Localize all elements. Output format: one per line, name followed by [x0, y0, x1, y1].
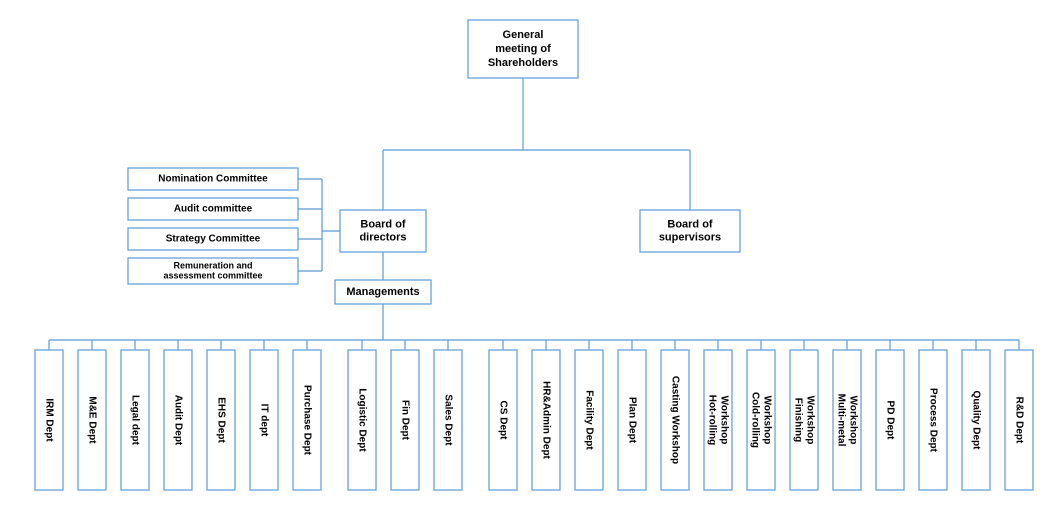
- board-supervisors-label-1: supervisors: [659, 231, 721, 243]
- dept-audit-label: Audit Dept: [172, 395, 183, 446]
- org-chart: Generalmeeting ofShareholdersBoard ofdir…: [0, 0, 1044, 511]
- dept-rnd-label: R&D Dept: [1013, 397, 1024, 444]
- dept-coldroll-label-1: Workshop: [761, 396, 772, 445]
- dept-plan-label: Plan Dept: [626, 397, 637, 444]
- dept-casting-label: Casting Workshop: [669, 376, 680, 464]
- board-supervisors-label-0: Board of: [667, 218, 713, 230]
- board-directors-label-1: directors: [359, 231, 406, 243]
- dept-process-label: Process Dept: [927, 388, 938, 453]
- shareholders-label-1: meeting of: [495, 43, 551, 55]
- dept-purchase-label: Purchase Dept: [301, 385, 312, 456]
- committee-remuneration-label-0: Remuneration and: [173, 260, 252, 270]
- shareholders-label-0: General: [503, 29, 544, 41]
- dept-coldroll-label-0: Cold-rolling: [749, 392, 760, 448]
- board-directors-label-0: Board of: [360, 218, 406, 230]
- dept-cs-label: CS Dept: [497, 401, 508, 441]
- dept-multimetal-label-0: Multi-metal: [835, 394, 846, 447]
- dept-sales-label: Sales Dept: [442, 394, 453, 446]
- dept-it-label: IT dept: [258, 404, 269, 437]
- dept-legal-label: Legal dept: [129, 395, 140, 446]
- shareholders-label-2: Shareholders: [488, 57, 558, 69]
- dept-pd-label: PD Dept: [884, 401, 895, 441]
- dept-finishing-label-0: Finishing: [792, 398, 803, 442]
- dept-hotroll-label-1: Workshop: [718, 396, 729, 445]
- managements-label: Managements: [346, 286, 419, 298]
- committee-remuneration-label-1: assessment committee: [163, 270, 262, 280]
- committee-strategy-label: Strategy Committee: [166, 234, 261, 245]
- dept-multimetal-label-1: Workshop: [847, 396, 858, 445]
- dept-ehs-label: EHS Dept: [215, 397, 226, 443]
- committee-nomination-label: Nomination Committee: [158, 174, 268, 185]
- dept-facility-label: Facility Dept: [583, 390, 594, 450]
- dept-hotroll-label-0: Hot-rolling: [706, 395, 717, 446]
- committee-audit_comm-label: Audit committee: [174, 204, 253, 215]
- dept-hradmin-label: HR&Admin Dept: [540, 381, 551, 459]
- dept-finishing-label-1: Workshop: [804, 396, 815, 445]
- dept-quality-label: Quality Dept: [970, 391, 981, 451]
- dept-me-label: M&E Dept: [86, 396, 97, 444]
- dept-irm-label: IRM Dept: [43, 398, 54, 442]
- dept-logistic-label: Logistic Dept: [356, 388, 367, 452]
- dept-fin-label: Fin Dept: [399, 400, 410, 441]
